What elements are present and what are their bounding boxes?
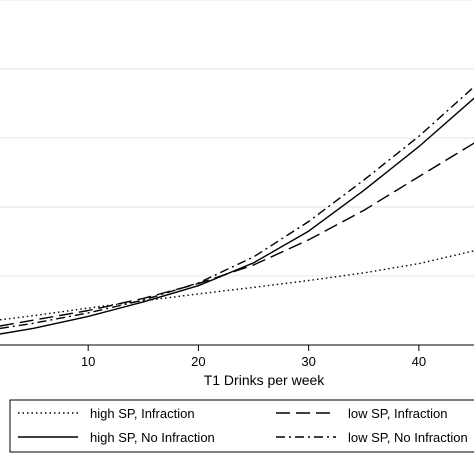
x-axis-ticks: 10 20 30 40 (81, 345, 426, 369)
grid-lines (0, 0, 474, 277)
legend: high SP, Infraction low SP, Infraction hig… (9, 399, 474, 453)
x-tick-label: 30 (301, 354, 315, 369)
legend-label: high SP, No Infraction (90, 430, 215, 445)
x-tick-label: 10 (81, 354, 95, 369)
legend-label: low SP, Infraction (348, 406, 447, 421)
legend-label: high SP, Infraction (90, 406, 195, 421)
series-line-low-sp-no-infraction (0, 86, 474, 330)
legend-label: low SP, No Infraction (348, 430, 468, 445)
legend-box (9, 399, 474, 453)
x-axis-title: T1 Drinks per week (204, 372, 326, 388)
series-lines (0, 86, 474, 335)
x-tick-label: 40 (412, 354, 426, 369)
series-line-high-sp-no-infraction (0, 97, 474, 335)
x-tick-label: 20 (191, 354, 205, 369)
